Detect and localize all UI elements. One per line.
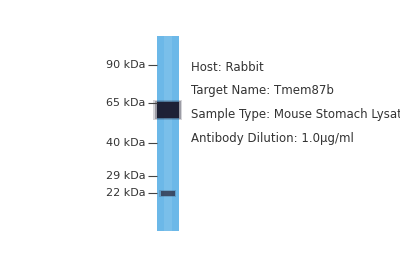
Bar — [157, 103, 179, 118]
Bar — [153, 100, 182, 120]
Bar — [161, 191, 175, 196]
Text: 29 kDa: 29 kDa — [106, 171, 145, 181]
Bar — [157, 36, 179, 231]
Text: 22 kDa: 22 kDa — [106, 189, 145, 198]
Bar — [155, 101, 180, 119]
Text: 65 kDa: 65 kDa — [106, 98, 145, 108]
Text: Host: Rabbit: Host: Rabbit — [191, 61, 264, 74]
Text: Target Name: Tmem87b: Target Name: Tmem87b — [191, 84, 334, 97]
Text: 90 kDa: 90 kDa — [106, 60, 145, 70]
Bar — [164, 36, 172, 231]
Text: Antibody Dilution: 1.0μg/ml: Antibody Dilution: 1.0μg/ml — [191, 132, 354, 145]
Bar — [159, 190, 176, 197]
Text: 40 kDa: 40 kDa — [106, 138, 145, 148]
Text: Sample Type: Mouse Stomach Lysate: Sample Type: Mouse Stomach Lysate — [191, 108, 400, 121]
